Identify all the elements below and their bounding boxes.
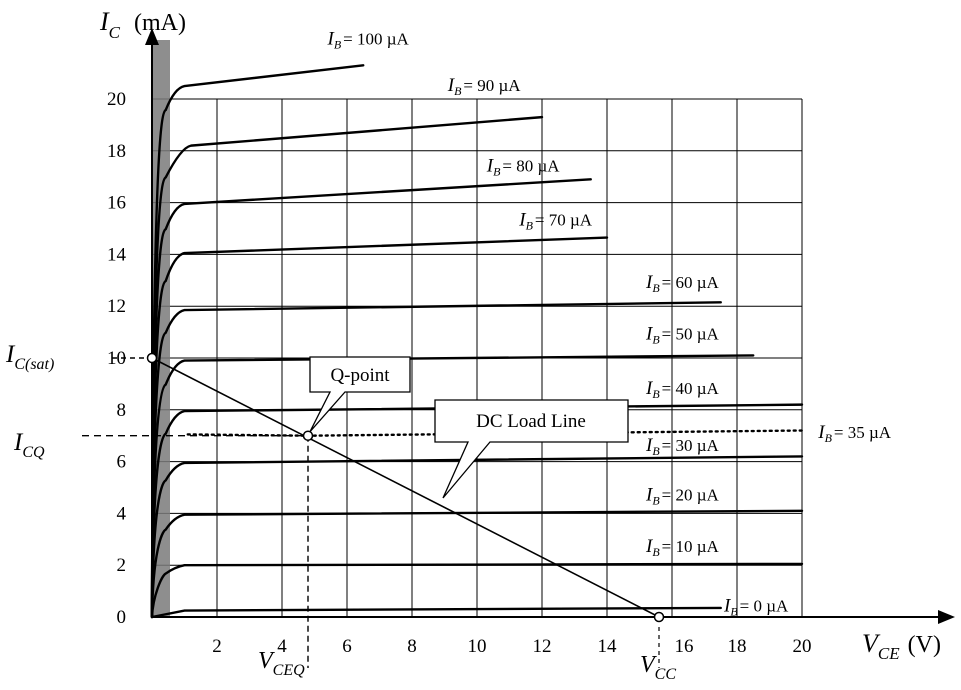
y-tick-label-6: 6 [117,452,127,473]
curve-label-6: IB = 50 µA [645,324,720,347]
curve-label-11: IB = 100 µA [327,28,410,51]
x-tick-label-12: 12 [533,636,552,657]
x-tick-label-14: 14 [598,636,618,657]
x-axis-subscript: CE [878,644,900,663]
x-tick-label-16: 16 [675,636,694,657]
curve-label-4: IB = 35 µA [817,422,892,445]
x-axis-arrow [938,610,955,624]
curve-label-2: IB = 20 µA [645,484,720,507]
y-tick-label-12: 12 [107,296,126,317]
x-tick-label-6: 6 [342,636,352,657]
y-axis-symbol: I [99,7,110,36]
curve-ib-1 [150,562,804,619]
curve-labels: IB = 0 µA IB = 10 µA IB = 20 µA IB = 30 µA IB = 3… [327,28,892,618]
load-line-callout-label: DC Load Line [476,411,586,432]
y-tick-label-16: 16 [107,193,126,214]
dc-load-line [151,357,660,618]
x-axis-symbol: V [862,629,881,658]
curve-ib-0 [150,606,722,619]
x-tick-label-4: 4 [277,636,287,657]
q-point-marker [302,430,314,441]
vcc-marker [653,611,665,623]
curve-ib-11 [150,64,365,619]
curve-label-10: IB = 90 µA [447,75,522,98]
x-tick-label-2: 2 [212,636,222,657]
load-line-callout-box [434,399,629,499]
q-point-callout-label: Q-point [330,365,390,386]
y-tick-label-8: 8 [117,400,127,421]
curve-label-5: IB = 40 µA [645,378,720,401]
annotations: IC(sat) ICQ VCEQ VCC Q-point DC Load Line [5,341,676,683]
x-tick-label-18: 18 [728,636,747,657]
x-axis-unit: (V) [908,632,941,658]
curve-label-1: IB = 10 µA [645,536,720,559]
ic-sat-label: IC(sat) [5,341,54,373]
y-tick-label-20: 20 [107,89,126,110]
curve-ib-9 [150,178,592,619]
curve-label-0: IB = 0 µA [723,596,789,619]
ic-sat-marker [146,352,158,364]
y-axis-subscript: C [109,23,121,42]
x-tick-label-8: 8 [407,636,417,657]
vceq-label: VCEQ [258,648,305,679]
y-tick-label-18: 18 [107,141,126,162]
y-tick-label-14: 14 [107,244,127,265]
x-tick-label-20: 20 [793,636,812,657]
curve-ib-2 [150,509,804,619]
curve-label-9: IB = 80 µA [486,155,561,178]
x-axis-title: VCE (V) [862,629,941,663]
curve-label-8: IB = 70 µA [518,210,593,233]
x-tick-label-10: 10 [468,636,487,657]
axes [145,28,955,624]
y-axis-unit: (mA) [134,10,186,36]
vcc-label: VCC [640,652,676,683]
curve-label-7: IB = 60 µA [645,272,720,295]
q-point-callout-box [309,356,411,433]
characteristic-curves [150,64,804,619]
y-axis-title: IC (mA) [99,7,186,42]
curve-label-3: IB = 30 µA [645,435,720,458]
y-tick-label-0: 0 [117,607,127,628]
y-axis-arrow [145,28,159,45]
icq-label: ICQ [13,429,45,461]
y-tick-label-4: 4 [117,503,127,524]
axis-titles: IC (mA) VCE (V) [99,7,941,663]
y-tick-label-2: 2 [117,555,127,576]
